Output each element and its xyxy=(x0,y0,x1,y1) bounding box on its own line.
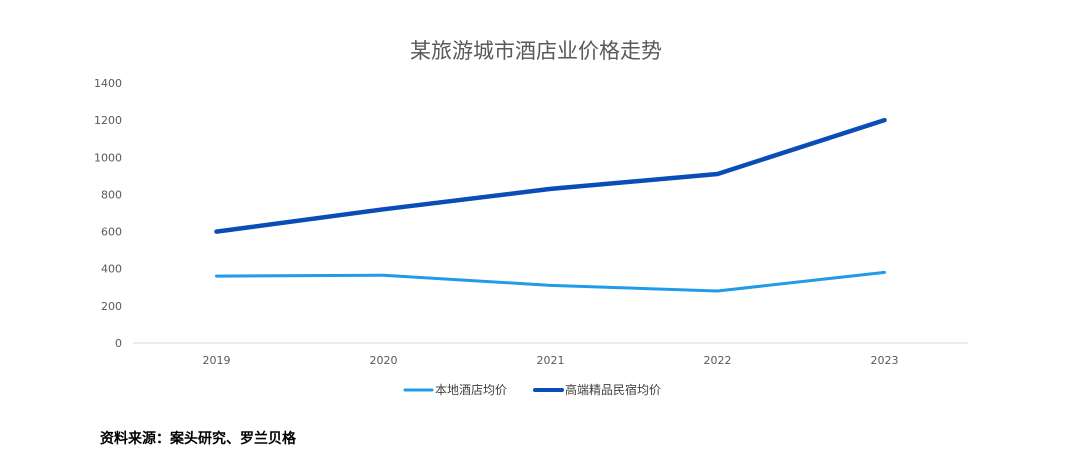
series-line-1 xyxy=(215,270,886,293)
y-tick-label: 1200 xyxy=(94,114,122,127)
x-tick-label: 2019 xyxy=(203,354,231,367)
x-tick-label: 2021 xyxy=(537,354,565,367)
y-tick-label: 1000 xyxy=(94,151,122,164)
y-tick-label: 800 xyxy=(101,188,122,201)
legend-label: 高端精品民宿均价 xyxy=(565,382,661,397)
x-tick-label: 2020 xyxy=(370,354,398,367)
x-axis: 2019 2020 2021 2022 2023 xyxy=(203,354,899,367)
series-group xyxy=(214,117,887,293)
legend: 本地酒店均价 高端精品民宿均价 xyxy=(403,382,661,397)
x-tick-label: 2022 xyxy=(704,354,732,367)
y-axis: 0 200 400 600 800 1000 1200 1400 xyxy=(94,77,122,350)
legend-label: 本地酒店均价 xyxy=(435,383,507,397)
y-tick-label: 0 xyxy=(115,337,122,350)
y-tick-label: 200 xyxy=(101,300,122,313)
y-tick-label: 1400 xyxy=(94,77,122,90)
x-tick-label: 2023 xyxy=(871,354,899,367)
chart-title: 某旅游城市酒店业价格走势 xyxy=(410,39,662,63)
source-note: 资料来源：案头研究、罗兰贝格 xyxy=(100,431,296,447)
series-line-2 xyxy=(214,117,887,234)
y-tick-label: 400 xyxy=(101,263,122,276)
y-tick-label: 600 xyxy=(101,226,122,239)
